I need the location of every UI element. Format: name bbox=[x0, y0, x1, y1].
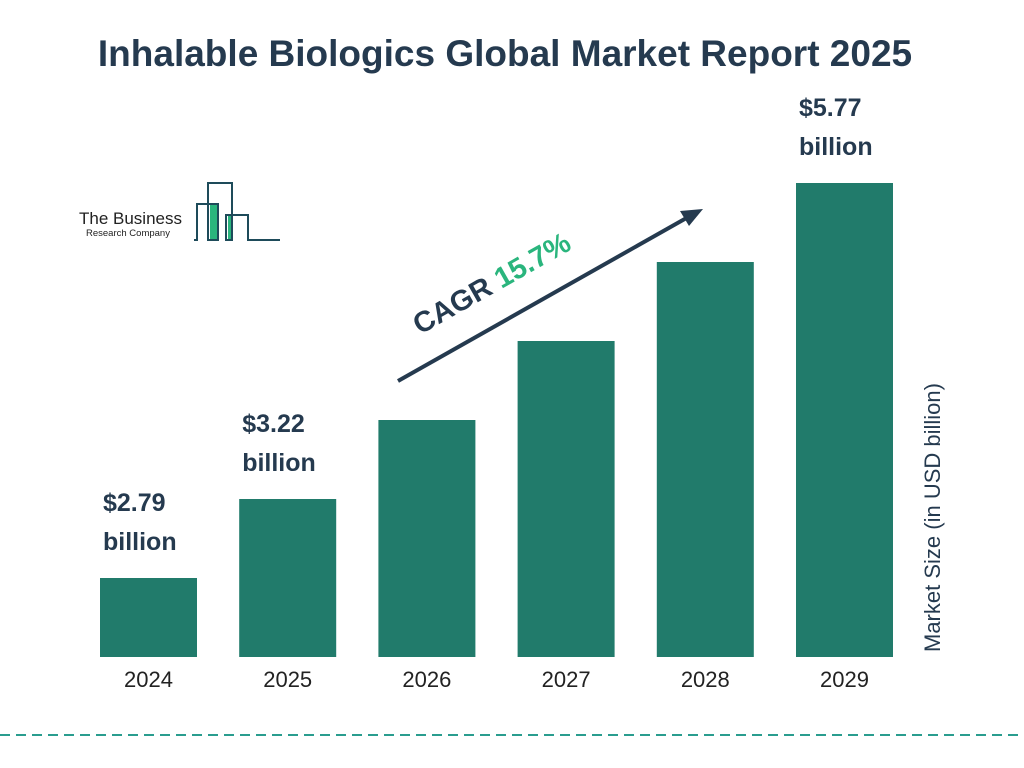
cagr-arrow-head-icon bbox=[680, 209, 703, 226]
x-tick-label: 2029 bbox=[820, 667, 869, 692]
logo-bar bbox=[210, 204, 218, 240]
data-label-value: $3.22 bbox=[242, 410, 305, 438]
bar-2025 bbox=[239, 499, 337, 657]
logo-text-1: The Business bbox=[79, 209, 182, 228]
cagr-label: CAGR 15.7% bbox=[408, 227, 577, 341]
data-label-unit: billion bbox=[103, 528, 177, 556]
bar-2027 bbox=[517, 341, 615, 657]
data-label-unit: billion bbox=[242, 449, 316, 477]
bar-2029 bbox=[796, 183, 893, 657]
logo-bar bbox=[228, 216, 233, 240]
data-label-value: $5.77 bbox=[799, 94, 862, 122]
x-tick-label: 2028 bbox=[681, 667, 730, 692]
x-tick-label: 2027 bbox=[542, 667, 591, 692]
bar-2026 bbox=[378, 420, 476, 657]
data-label-unit: billion bbox=[799, 133, 873, 161]
x-tick-label: 2026 bbox=[402, 667, 451, 692]
x-tick-label: 2025 bbox=[263, 667, 312, 692]
bar-2028 bbox=[656, 262, 754, 657]
cagr-arrow-line bbox=[397, 214, 691, 383]
x-tick-label: 2024 bbox=[124, 667, 173, 692]
data-label-value: $2.79 bbox=[103, 489, 166, 517]
logo-outline bbox=[194, 182, 280, 241]
bar-2024 bbox=[100, 578, 197, 657]
logo: The Business Research Company bbox=[79, 182, 280, 241]
logo-text-2: Research Company bbox=[86, 228, 170, 239]
y-axis-label: Market Size (in USD billion) bbox=[920, 383, 945, 652]
chart-title: Inhalable Biologics Global Market Report… bbox=[97, 33, 913, 74]
